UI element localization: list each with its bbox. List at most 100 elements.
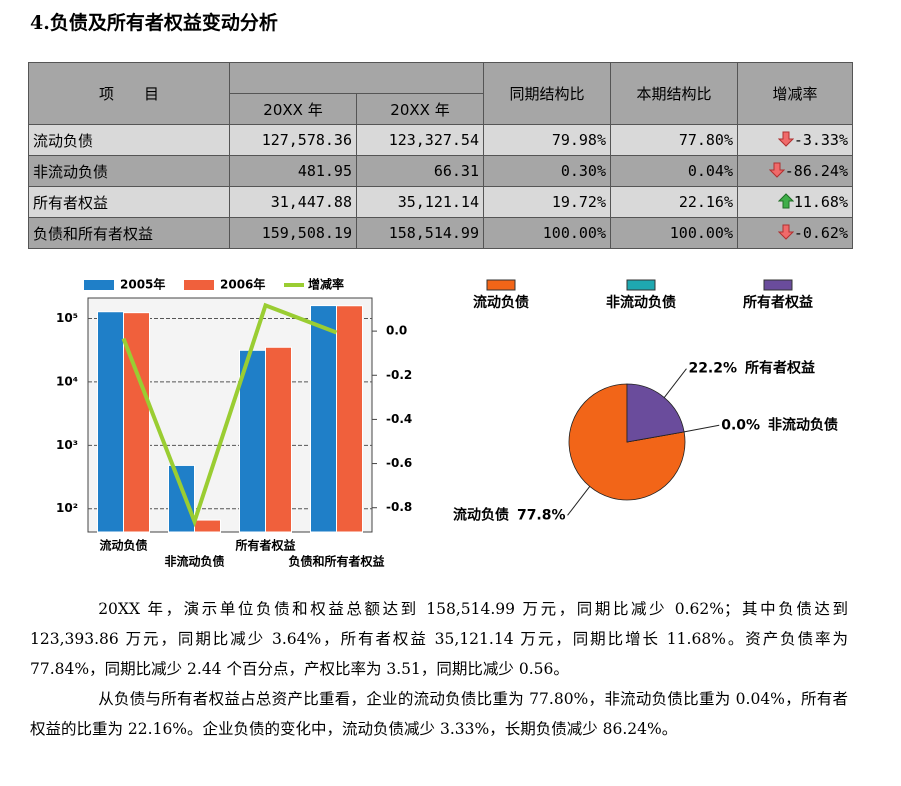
y-tick-label: 10⁵ — [56, 311, 78, 325]
header-cell: 同期结构比 — [483, 62, 611, 125]
table-cell: 79.98% — [483, 124, 611, 156]
value-label: 77.8% — [517, 507, 566, 523]
table-cell: 22.16% — [610, 186, 738, 218]
table-cell: 100.00% — [610, 217, 738, 249]
table-cell: 481.95 — [229, 155, 357, 187]
x-tick-label: 流动负债 — [99, 538, 147, 553]
leader-line — [567, 486, 591, 516]
legend-swatch — [486, 279, 516, 291]
value-label: 22.2% — [688, 361, 737, 377]
value-label: 0.0% — [721, 417, 760, 433]
cell-text: -3.33% — [793, 131, 848, 149]
cell-text: 35,121.14 — [397, 193, 479, 211]
y2-tick-label: -0.8 — [386, 500, 412, 514]
table-cell: 非流动负债 — [28, 155, 230, 187]
legend-swatch — [84, 280, 114, 290]
y-tick-label: 10⁴ — [56, 374, 78, 388]
legend-label: 非流动负债 — [606, 294, 676, 311]
cell-text: 0.04% — [687, 162, 733, 180]
arrow-down — [777, 131, 795, 147]
bar — [168, 464, 195, 533]
header-cell — [229, 62, 484, 94]
cell-text: 66.31 — [433, 162, 479, 180]
table-cell: 11.68% — [737, 186, 853, 218]
table-cell: -0.62% — [737, 217, 853, 249]
table-cell: 0.30% — [483, 155, 611, 187]
cell-text: 19.72% — [551, 193, 606, 211]
legend-swatch — [626, 279, 656, 291]
x-tick-label: 非流动负债 — [164, 554, 224, 569]
header-cell: 20XX 年 — [356, 93, 484, 125]
table-cell: 流动负债 — [28, 124, 230, 156]
line-series — [121, 302, 338, 528]
cell-text: 31,447.88 — [270, 193, 352, 211]
pie-slice — [626, 383, 685, 443]
y2-tick-label: 0.0 — [386, 324, 407, 338]
arrow-up — [777, 193, 795, 209]
cell-text: 123,327.54 — [388, 131, 479, 149]
table-row: 非流动负债 481.95 66.31 0.30% 0.04% -86.24% — [28, 155, 853, 187]
table-row: 所有者权益 31,447.88 35,121.14 19.72% 22.16% 11.68… — [28, 186, 853, 218]
leader-line — [663, 368, 687, 398]
table-cell: 100.00% — [483, 217, 611, 249]
x-tick-label: 负债和所有者权益 — [288, 554, 384, 569]
data-label: 0.0% 非流动负债 — [721, 416, 838, 433]
cell-text: 481.95 — [297, 162, 352, 180]
table-body: 流动负债 127,578.36 123,327.54 79.98% 77.80% -3.3… — [28, 124, 853, 249]
legend-label: 流动负债 — [473, 294, 529, 311]
legend-label: 所有者权益 — [743, 294, 813, 311]
body-text: 20XX 年，演示单位负债和权益总额达到 158,514.99 万元，同期比减少… — [30, 594, 848, 744]
cell-text: 158,514.99 — [388, 224, 479, 242]
header-cell: 增减率 — [737, 62, 853, 125]
legend-swatch — [763, 279, 793, 291]
bar — [97, 311, 124, 533]
table-row: 流动负债 127,578.36 123,327.54 79.98% 77.80% -3.3… — [28, 124, 853, 156]
data-label: 流动负债 77.8% — [453, 506, 566, 523]
table-cell: 66.31 — [356, 155, 484, 187]
bar — [310, 305, 337, 533]
table: 项 目 同期结构比 本期结构比 增减率 20XX 年 20XX 年 流动负债 12… — [28, 62, 853, 249]
cell-text: -0.62% — [793, 224, 848, 242]
cell-text: 22.16% — [678, 193, 733, 211]
x-tick-label: 所有者权益 — [235, 538, 295, 553]
cell-text: 所有者权益 — [33, 193, 109, 212]
bar — [265, 346, 292, 533]
bar — [336, 305, 363, 533]
category-label: 非流动负债 — [768, 416, 838, 433]
legend-label: 2006年 — [220, 277, 265, 292]
leader-line — [684, 424, 720, 433]
heading: 4.负债及所有者权益变动分析 — [30, 12, 278, 34]
cell-text: 非流动负债 — [33, 162, 109, 181]
paragraph: 从负债与所有者权益占总资产比重看，企业的流动负债比重为 77.80%，非流动负债… — [30, 690, 848, 738]
table-cell: -86.24% — [737, 155, 853, 187]
y2-tick-label: -0.2 — [386, 368, 412, 382]
y-tick-label: 10² — [56, 501, 78, 515]
legend-label: 2005年 — [120, 277, 165, 292]
table-cell: 123,327.54 — [356, 124, 484, 156]
paragraph: 20XX 年，演示单位负债和权益总额达到 158,514.99 万元，同期比减少… — [30, 600, 848, 678]
cell-text: 159,508.19 — [261, 224, 352, 242]
cell-text: 77.80% — [678, 131, 733, 149]
header-cell: 本期结构比 — [610, 62, 738, 125]
table-cell: 159,508.19 — [229, 217, 357, 249]
combo-chart: 10² 10³ 10⁴ 10⁵ 0.0 -0.2 -0.4 -0.6 -0.8 2005年 2006… — [56, 277, 412, 569]
cell-text: 流动负债 — [33, 131, 94, 150]
table-cell: 127,578.36 — [229, 124, 357, 156]
category-label: 所有者权益 — [745, 360, 815, 377]
arrow-down — [768, 162, 785, 178]
cell-text: 127,578.36 — [261, 131, 352, 149]
table-row: 负债和所有者权益 159,508.19 158,514.99 100.00% 100.0… — [28, 217, 853, 249]
cell-text: 11.68% — [793, 193, 848, 211]
cell-text: 100.00% — [542, 224, 606, 242]
cell-text: -86.24% — [784, 162, 848, 180]
y2-tick-label: -0.4 — [386, 412, 412, 426]
table-cell: -3.33% — [737, 124, 853, 156]
table-cell: 19.72% — [483, 186, 611, 218]
y2-tick-label: -0.6 — [386, 456, 412, 470]
cell-text: 0.30% — [560, 162, 606, 180]
y-tick-label: 10³ — [56, 438, 78, 452]
arrow-down — [777, 224, 795, 240]
table-cell: 所有者权益 — [28, 186, 230, 218]
